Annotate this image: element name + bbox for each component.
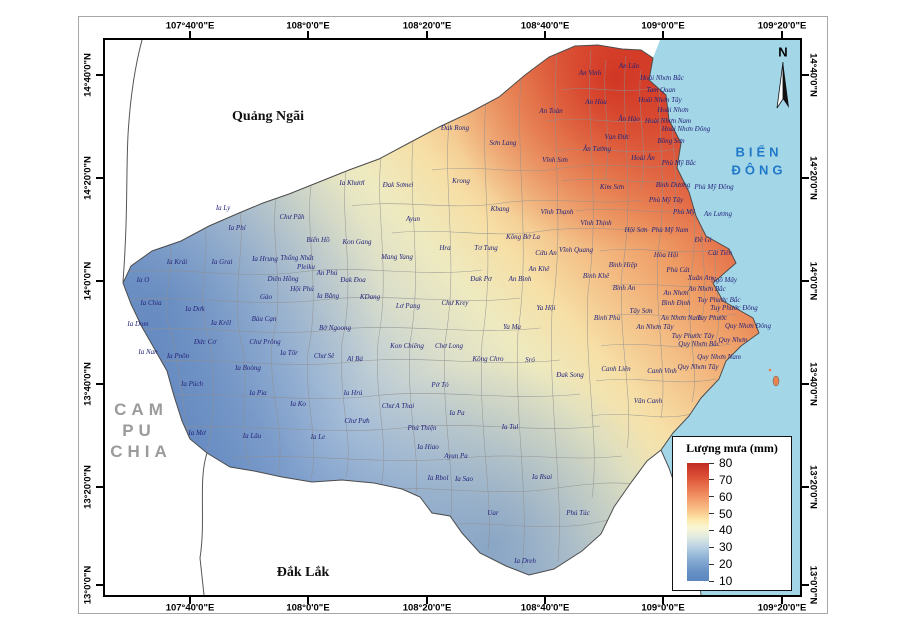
province-outline: [122, 44, 760, 576]
legend-tick-mark: [709, 529, 714, 531]
neighbor-label-campuchia-line2: PU: [122, 421, 156, 440]
legend-tick-label: 80: [719, 456, 733, 470]
sea-label-line2: ĐÔNG: [731, 162, 787, 178]
legend-tick-mark: [709, 580, 714, 582]
district-boundaries: [123, 49, 742, 569]
legend-color-ramp: [687, 463, 709, 581]
legend-tick-label: 70: [719, 472, 733, 487]
neighbor-label-quang-ngai: Quảng Ngãi: [232, 109, 304, 124]
legend-tick-mark: [709, 546, 714, 548]
islet: [768, 368, 772, 372]
legend-tick-mark: [709, 462, 714, 464]
southwest-border-line: [199, 452, 208, 595]
island: [772, 375, 780, 387]
neighbor-label-campuchia-line3: CHIA: [110, 442, 172, 461]
legend-tick-mark: [709, 513, 714, 515]
legend-tick-label: 20: [719, 557, 733, 572]
legend-tick-mark: [709, 479, 714, 481]
rainfall-map-canvas: [122, 40, 800, 595]
cambodia-border-line: [122, 40, 143, 283]
north-arrow-icon: [776, 61, 789, 109]
legend-tick-label: 50: [719, 506, 733, 521]
neighbor-label-dak-lak: Đắk Lắk: [276, 565, 330, 580]
legend-tick-mark: [709, 496, 714, 498]
sea-label-line1: BIỂN: [735, 144, 783, 160]
legend-tick-label: 60: [719, 489, 733, 504]
map-frame: [103, 38, 802, 597]
neighbor-label-campuchia-line1: CAM: [114, 400, 168, 419]
legend-tick-mark: [709, 563, 714, 565]
north-label: N: [778, 44, 788, 60]
legend-box: Lượng mưa (mm) 80 70 60 50 40 30 20 10: [672, 436, 792, 591]
outer-border: [78, 16, 828, 614]
legend-tick-label: 10: [719, 574, 733, 588]
legend-tick-label: 40: [719, 523, 733, 538]
legend-title: Lượng mưa (mm): [686, 441, 778, 455]
legend-tick-label: 30: [719, 540, 733, 555]
